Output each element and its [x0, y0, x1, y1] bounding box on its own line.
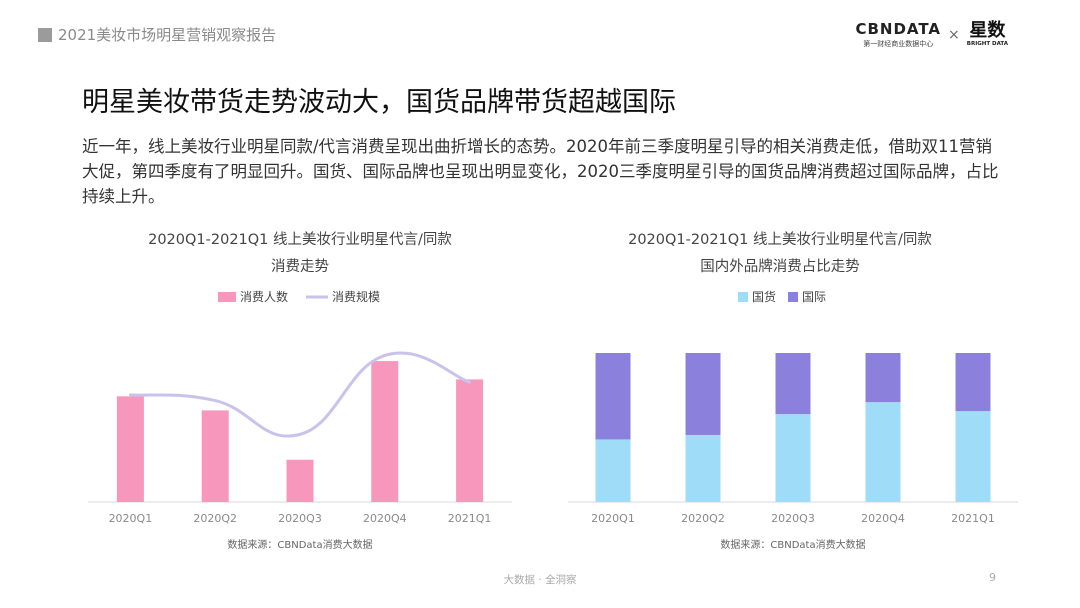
- left-chart-bar-2020Q3: [286, 459, 314, 502]
- right-chart-bar-国际-2020Q3: [775, 353, 811, 415]
- left-legend-bar-label: 消费人数: [240, 289, 288, 304]
- right-chart-bar-国货-2020Q3: [775, 414, 811, 502]
- brand-separator: ×: [948, 26, 960, 43]
- left-chart-tick-2020Q4: 2020Q4: [363, 512, 407, 525]
- right-legend-swatch-国际: [788, 292, 798, 302]
- left-chart-title-line2: 消费走势: [271, 259, 329, 275]
- xingshu-logo-text: 星数: [969, 20, 1006, 41]
- right-chart-title-line2: 国内外品牌消费占比走势: [700, 259, 860, 275]
- left-chart-line-消费规模: [128, 351, 472, 438]
- left-chart-title-line1: 2020Q1-2021Q1 线上美妆行业明星代言/同款: [148, 232, 452, 248]
- brand-logos: CBNDATA 第一财经商业数据中心 × 星数 BRIGHT DATA: [855, 20, 1008, 49]
- summary-paragraph: 近一年，线上美妆行业明星同款/代言消费呈现出曲折增长的态势。2020年前三季度明…: [82, 137, 999, 206]
- right-chart-bar-国货-2021Q1: [955, 411, 991, 502]
- xingshu-logo-subtext: BRIGHT DATA: [966, 41, 1008, 47]
- right-chart-bar-国际-2020Q2: [685, 353, 721, 435]
- report-title: 2021美妆市场明星营销观察报告: [58, 26, 277, 44]
- header-square-icon: [38, 27, 52, 42]
- left-chart-tick-2020Q1: 2020Q1: [109, 512, 153, 525]
- right-chart-title-line1: 2020Q1-2021Q1 线上美妆行业明星代言/同款: [628, 232, 932, 248]
- right-chart-source: 数据来源：CBNData消费大数据: [720, 538, 865, 551]
- right-chart-title: 2020Q1-2021Q1 线上美妆行业明星代言/同款 国内外品牌消费占比走势: [590, 227, 970, 281]
- cbndata-logo-subtext: 第一财经商业数据中心: [863, 40, 934, 48]
- left-chart-tick-2020Q3: 2020Q3: [278, 512, 322, 525]
- page-title: 明星美妆带货走势波动大，国货品牌带货超越国际: [82, 87, 676, 118]
- right-chart-tick-2020Q3: 2020Q3: [771, 512, 815, 525]
- left-chart-bar-2020Q2: [201, 410, 229, 502]
- left-chart-source: 数据来源：CBNData消费大数据: [227, 538, 372, 551]
- right-chart-bar-国货-2020Q2: [685, 434, 721, 502]
- footer-slogan: 大数据 · 全洞察: [503, 574, 577, 586]
- right-chart-bar-国际-2020Q1: [595, 353, 631, 440]
- report-header: 2021美妆市场明星营销观察报告: [38, 24, 276, 45]
- xingshu-logo: 星数 BRIGHT DATA: [966, 20, 1008, 48]
- right-legend-swatch-国货: [738, 292, 748, 302]
- right-chart-bar-国际-2021Q1: [955, 353, 991, 412]
- right-chart-bar-国货-2020Q1: [595, 439, 631, 502]
- right-chart-tick-2020Q2: 2020Q2: [681, 512, 725, 525]
- right-chart-tick-2020Q1: 2020Q1: [591, 512, 635, 525]
- page-number: 9: [989, 571, 996, 584]
- left-legend-bar-swatch: [218, 292, 236, 302]
- left-chart-title: 2020Q1-2021Q1 线上美妆行业明星代言/同款 消费走势: [110, 227, 490, 281]
- left-chart-bar-2020Q4: [371, 361, 399, 502]
- left-chart-bar-2021Q1: [456, 379, 484, 502]
- left-chart-tick-2020Q2: 2020Q2: [193, 512, 237, 525]
- right-chart-tick-2021Q1: 2021Q1: [951, 512, 995, 525]
- right-chart-bar-国货-2020Q4: [865, 402, 901, 502]
- right-chart-tick-2020Q4: 2020Q4: [861, 512, 905, 525]
- right-chart-bar-国际-2020Q4: [865, 353, 901, 403]
- left-chart-bar-2020Q1: [116, 396, 144, 502]
- cbndata-logo: CBNDATA 第一财经商业数据中心: [855, 20, 941, 49]
- right-legend-label-国货: 国货: [752, 289, 776, 304]
- right-legend-label-国际: 国际: [802, 290, 826, 304]
- left-chart-tick-2021Q1: 2021Q1: [448, 512, 492, 525]
- left-legend-line-label: 消费规模: [332, 289, 380, 304]
- cbndata-logo-text: CBNDATA: [855, 20, 942, 38]
